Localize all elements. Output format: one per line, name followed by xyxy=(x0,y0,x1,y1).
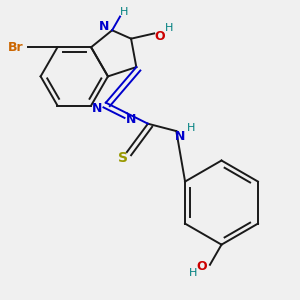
Text: N: N xyxy=(126,113,136,126)
Text: H: H xyxy=(189,268,197,278)
Text: N: N xyxy=(92,103,103,116)
Text: N: N xyxy=(175,130,186,143)
Text: H: H xyxy=(120,7,128,17)
Text: N: N xyxy=(98,20,109,33)
Text: O: O xyxy=(154,30,165,43)
Text: S: S xyxy=(118,152,128,165)
Text: Br: Br xyxy=(8,41,23,54)
Text: H: H xyxy=(187,123,195,133)
Text: O: O xyxy=(196,260,207,273)
Text: H: H xyxy=(165,23,173,33)
